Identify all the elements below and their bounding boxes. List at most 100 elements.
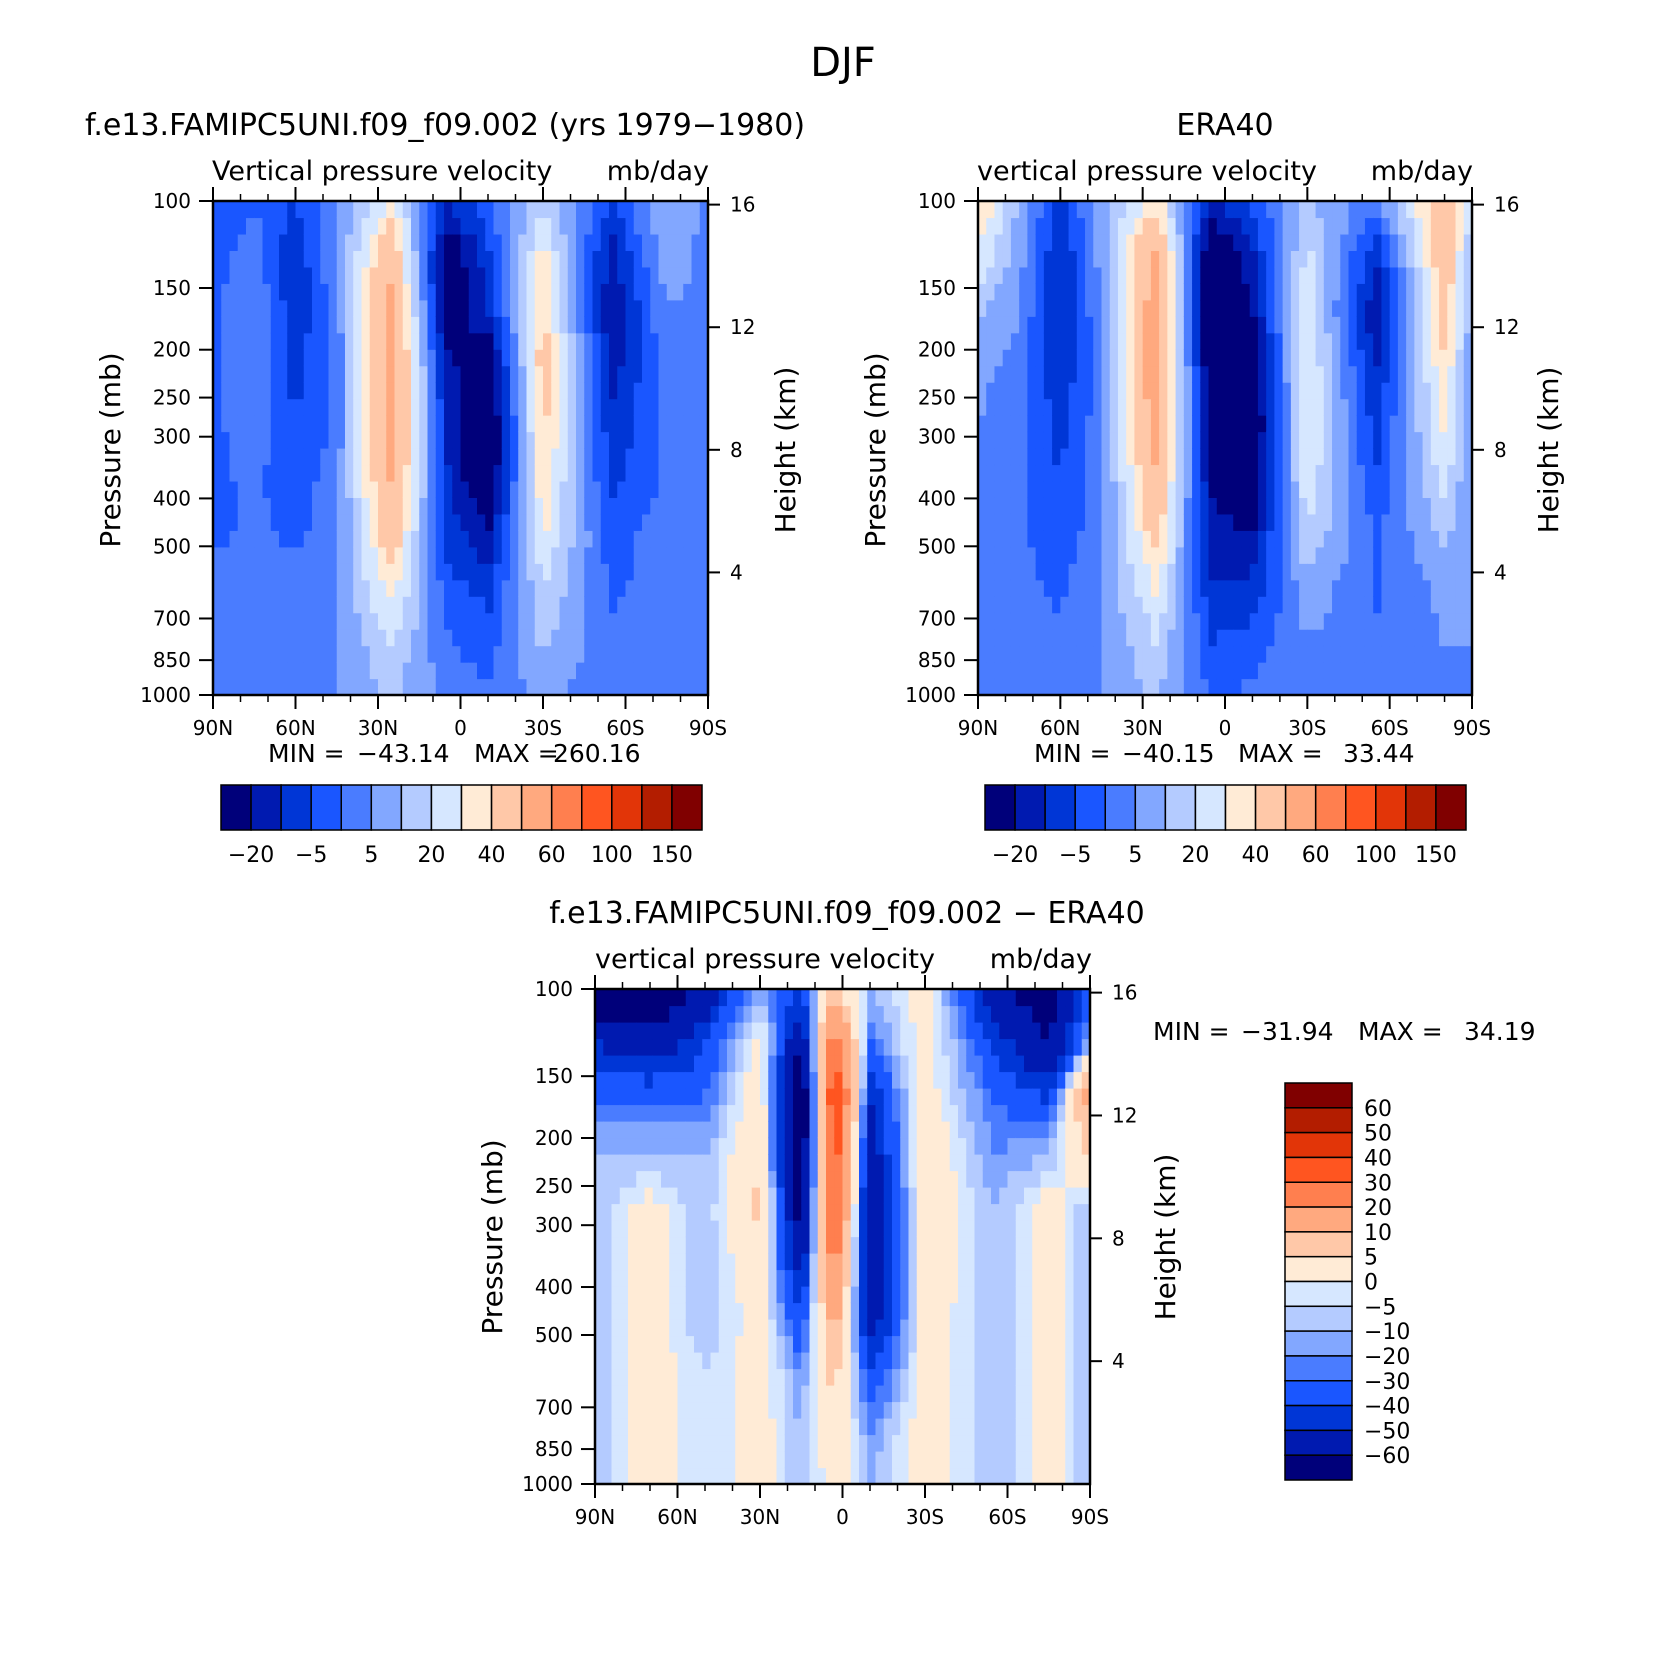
field-cell (1439, 349, 1448, 367)
field-cell (1060, 645, 1070, 663)
field-cell (1323, 448, 1333, 466)
field-cell (1290, 448, 1300, 466)
field-cell (518, 530, 528, 548)
field-cell (1290, 382, 1300, 400)
field-cell (1060, 678, 1070, 696)
field-cell (986, 612, 996, 630)
field-cell (1010, 332, 1020, 350)
field-cell (595, 1203, 604, 1221)
field-cell (361, 217, 371, 235)
field-cell (603, 1170, 613, 1188)
field-cell (1060, 332, 1070, 350)
field-cell (986, 596, 996, 614)
y2-tick-label: 16 (730, 193, 755, 217)
field-cell (628, 1302, 637, 1320)
field-cell (834, 1451, 844, 1469)
field-cell (900, 1451, 910, 1469)
field-cell (493, 283, 503, 301)
field-cell (691, 546, 701, 564)
field-cell (1373, 563, 1383, 581)
field-cell (1019, 415, 1028, 433)
field-cell (1290, 266, 1300, 284)
field-cell (1216, 217, 1226, 235)
field-cell (303, 283, 313, 301)
field-cell (994, 464, 1004, 482)
field-cell (685, 1401, 695, 1419)
field-cell (229, 464, 239, 482)
field-cell (312, 283, 321, 301)
field-cell (768, 1253, 778, 1271)
y-tick-label: 500 (153, 534, 191, 558)
field-cell (452, 365, 462, 383)
field-cell (1430, 448, 1440, 466)
field-cell (658, 201, 668, 219)
field-cell (1085, 201, 1094, 219)
field-cell (699, 662, 709, 680)
field-cell (850, 1269, 860, 1287)
field-cell (1397, 233, 1407, 251)
field-cell (1439, 365, 1448, 383)
field-cell (867, 1121, 877, 1139)
field-cell (1192, 645, 1201, 663)
field-cell (444, 299, 453, 317)
field-cell (485, 497, 495, 515)
field-cell (875, 1203, 885, 1221)
field-cell (1389, 431, 1399, 449)
field-cell (859, 1187, 868, 1205)
field-cell (1241, 579, 1251, 597)
field-cell (1282, 365, 1292, 383)
field-cell (658, 513, 668, 531)
field-cell (1257, 201, 1267, 219)
field-cell (312, 382, 321, 400)
field-cell (1307, 563, 1317, 581)
field-cell (702, 1401, 712, 1419)
field-cell (900, 1368, 910, 1386)
field-cell (1282, 464, 1292, 482)
field-cell (1315, 563, 1325, 581)
field-cell (419, 299, 429, 317)
field-cell (1463, 480, 1473, 498)
field-cell (652, 1319, 662, 1337)
field-cell (793, 1022, 802, 1040)
field-cell (543, 662, 552, 680)
field-cell (642, 629, 651, 647)
field-cell (559, 530, 569, 548)
field-cell (262, 480, 272, 498)
field-cell (1085, 316, 1094, 334)
field-cell (477, 497, 486, 515)
field-cell (312, 250, 321, 268)
field-cell (1117, 299, 1127, 317)
field-cell (1315, 678, 1325, 696)
field-cell (353, 563, 363, 581)
field-cell (650, 299, 660, 317)
field-cell (320, 431, 330, 449)
field-cell (543, 579, 552, 597)
field-cell (666, 431, 676, 449)
field-cell (1027, 678, 1037, 696)
field-cell (213, 233, 222, 251)
field-cell (551, 662, 561, 680)
field-cell (345, 546, 354, 564)
field-cell (751, 1121, 761, 1139)
field-cell (262, 316, 272, 334)
field-cell (419, 596, 429, 614)
field-cell (1397, 217, 1407, 235)
field-cell (1126, 349, 1136, 367)
field-cell (652, 1467, 662, 1485)
field-cell (1076, 497, 1086, 515)
field-cell (768, 1385, 778, 1403)
field-cell (1192, 546, 1201, 564)
field-cell (1447, 497, 1457, 515)
field-cell (636, 1220, 646, 1238)
field-cell (1406, 283, 1415, 301)
colorbar-label: 150 (1415, 843, 1457, 868)
field-cell (675, 415, 684, 433)
field-cell (1150, 464, 1160, 482)
field-cell (1010, 612, 1020, 630)
field-cell (1109, 513, 1119, 531)
field-cell (793, 1005, 802, 1023)
field-cell (1257, 283, 1267, 301)
field-cell (254, 563, 264, 581)
field-cell (1439, 233, 1448, 251)
field-cell (1002, 233, 1012, 251)
